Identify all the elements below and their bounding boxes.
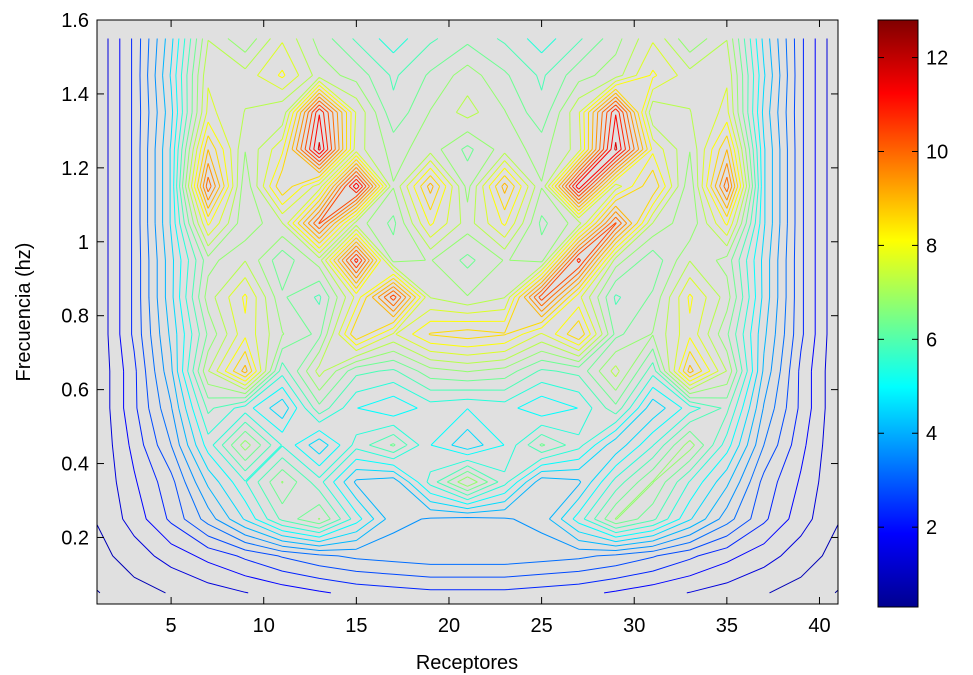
contour-lines (97, 38, 838, 594)
x-tick-label: 5 (166, 615, 177, 637)
colorbar-tick-label: 10 (926, 141, 948, 163)
colorbar-tick-label: 12 (926, 48, 948, 70)
contour-level-line (169, 38, 766, 543)
colorbar-gradient (878, 20, 918, 607)
colorbar-tick-label: 8 (926, 235, 937, 257)
x-tick-label: 35 (716, 615, 738, 637)
contour-level-line (196, 88, 739, 378)
contour-level-line (190, 42, 745, 386)
contour-level-line (107, 38, 828, 594)
x-tick-label: 20 (438, 615, 460, 637)
x-tick-label: 15 (345, 615, 367, 637)
colorbar-tick-label: 6 (926, 329, 937, 351)
colorbar-frame (877, 19, 919, 608)
y-tick-label: 1 (78, 232, 89, 254)
colorbar: 2 4 6 8 10 12 (877, 19, 948, 608)
contour-level-line (185, 38, 750, 520)
contour-level-line (205, 100, 730, 307)
x-tick-label: 30 (623, 615, 645, 637)
contour-level-line (139, 38, 796, 578)
contour-level-line (119, 38, 816, 594)
x-tick-label: 40 (808, 615, 830, 637)
y-tick-label: 0.6 (61, 380, 89, 402)
y-tick-label: 0.4 (61, 454, 89, 476)
x-tick-label: 25 (530, 615, 552, 637)
plot-area: 5 10 15 20 25 30 35 40 0.2 0.4 0.6 0.8 1 1.2 1.4 1.6 (61, 10, 839, 637)
contour-level-line (304, 104, 631, 301)
contour-level-line (193, 69, 742, 382)
y-axis-ticks: 0.2 0.4 0.6 0.8 1 1.2 1.4 1.6 (61, 10, 838, 549)
x-tick-label: 10 (253, 615, 275, 637)
y-tick-label: 1.6 (61, 10, 89, 32)
contour-level-line (173, 38, 762, 538)
contour-level-line (147, 38, 788, 565)
y-tick-label: 0.2 (61, 527, 89, 549)
contour-level-line (309, 108, 626, 264)
contour-level-line (313, 114, 622, 190)
contour-level-line (162, 38, 773, 547)
colorbar-tick-label: 2 (926, 517, 937, 539)
contour-level-line (97, 524, 838, 594)
contour-level-line (317, 142, 618, 151)
contour-level-line (176, 38, 759, 534)
contour-level-line (202, 96, 733, 312)
x-axis-label: Receptores (416, 652, 518, 674)
contour-level-line (187, 38, 748, 390)
colorbar-ticks: 2 4 6 8 10 12 (878, 48, 948, 539)
contour-level-line (182, 38, 753, 525)
contour-level-line (131, 38, 804, 591)
y-tick-label: 0.8 (61, 306, 89, 328)
y-axis-label: Frecuencia (hz) (13, 243, 35, 382)
plot-background (97, 20, 838, 604)
x-axis-ticks: 5 10 15 20 25 30 35 40 (166, 20, 831, 637)
plot-frame (96, 19, 839, 605)
y-tick-label: 1.4 (61, 84, 89, 106)
contour-level-line (154, 38, 781, 551)
colorbar-tick-label: 4 (926, 423, 937, 445)
contour-level-line (179, 38, 756, 529)
contour-level-line (199, 92, 736, 374)
y-tick-label: 1.2 (61, 158, 89, 180)
